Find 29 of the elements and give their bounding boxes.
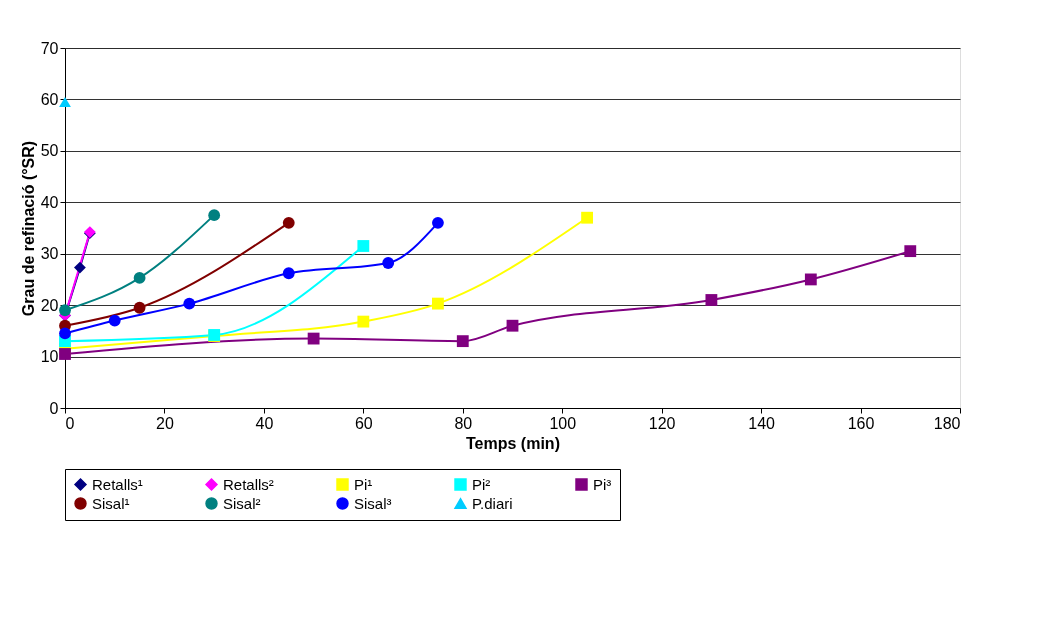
legend-label: Retalls²	[223, 475, 274, 493]
x-tick-label: 100	[549, 414, 577, 432]
x-tick-label: 40	[255, 414, 274, 432]
y-axis-title: Grau de refinació (°SR)	[19, 140, 37, 317]
legend-label: Sisal¹	[92, 494, 130, 512]
legend-label: P.diari	[472, 494, 513, 512]
y-tick-label: 20	[40, 296, 59, 314]
y-tick-label: 50	[40, 142, 59, 160]
x-tick-label: 80	[454, 414, 473, 432]
x-tick-label: 140	[748, 414, 776, 432]
y-tick-label: 70	[40, 39, 59, 57]
x-axis-title: Temps (min)	[466, 434, 560, 452]
legend-label: Pi²	[472, 475, 491, 493]
x-tick-label: 20	[156, 414, 174, 432]
y-tick-label: 40	[40, 193, 59, 211]
y-tick-label: 0	[49, 399, 59, 417]
x-tick-label: 0	[65, 414, 75, 432]
x-tick-label: 60	[354, 414, 373, 432]
x-tick-label: 120	[648, 414, 676, 432]
x-tick-label: 160	[847, 414, 875, 432]
y-tick-label: 60	[40, 90, 59, 108]
legend-label: Retalls¹	[92, 475, 143, 493]
y-tick-label: 10	[40, 348, 59, 366]
x-tick-label: 180	[933, 414, 961, 432]
y-tick-label: 30	[40, 245, 59, 263]
legend-label: Pi¹	[354, 475, 373, 493]
legend-label: Sisal³	[354, 494, 392, 512]
legend-label: Sisal²	[223, 494, 261, 512]
legend-label: Pi³	[593, 475, 612, 493]
